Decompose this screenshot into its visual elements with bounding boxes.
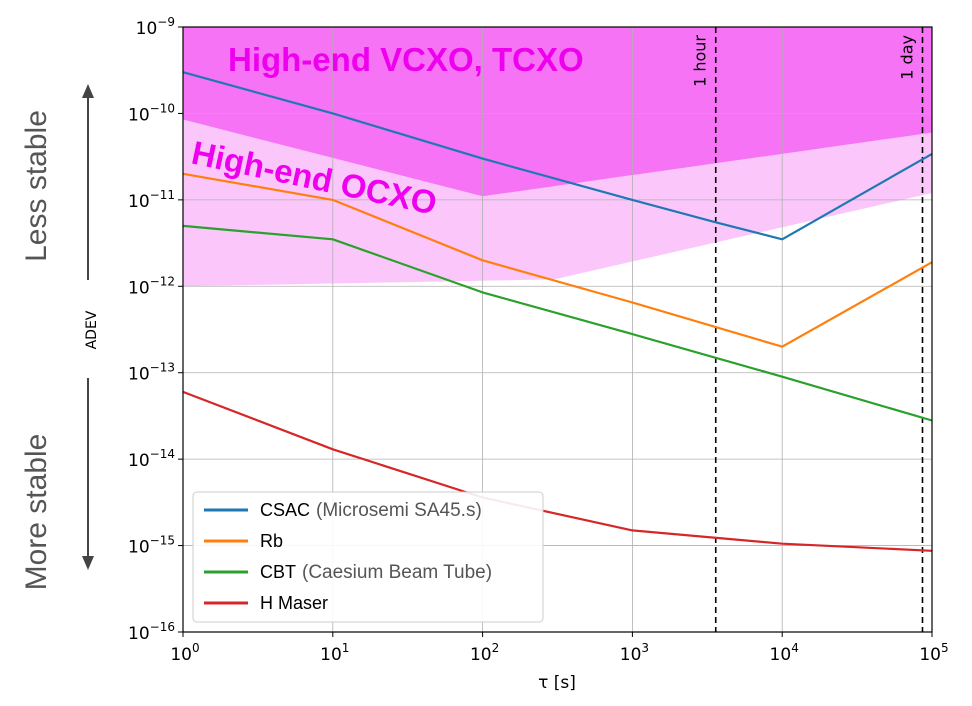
x-tick-label: 105: [919, 641, 948, 665]
less-stable-label: Less stable: [20, 110, 53, 262]
x-axis-label: τ [s]: [538, 673, 576, 693]
legend-entry: CSAC (Microsemi SA45.s): [260, 500, 482, 521]
legend-entry: H Maser: [260, 593, 328, 613]
series-lines: [182, 71, 933, 552]
x-tick-label: 100: [170, 641, 199, 665]
plot-frame: [182, 26, 933, 633]
x-tick-label: 104: [770, 641, 799, 665]
y-tick-label: 10−15: [128, 534, 175, 558]
vline-label: 1 day: [897, 35, 916, 80]
region-label-vcxo: High-end VCXO, TCXO: [228, 41, 584, 78]
y-tick-label: 10−16: [128, 620, 175, 644]
y-tick-label: 10−10: [128, 101, 175, 125]
stability-regions: [183, 27, 932, 287]
y-tick-label: 10−12: [128, 274, 175, 298]
series-line-csac: [182, 71, 933, 241]
legend-entry: Rb: [260, 531, 283, 551]
x-tick-label: 103: [620, 641, 649, 665]
x-tick-label: 101: [320, 641, 349, 665]
legend: CSAC (Microsemi SA45.s) Rb CBT (Caesium Beam…: [192, 491, 544, 623]
region-1: [183, 27, 932, 287]
legend-box: [192, 491, 544, 623]
up-arrow: [82, 84, 94, 280]
vline-label: 1 hour: [691, 35, 710, 87]
y-tick-label: 10−9: [136, 15, 175, 39]
x-tick-labels: 100 101 102 103 104 105: [170, 641, 948, 665]
y-tick-label: 10−14: [128, 447, 175, 471]
y-tick-label: 10−13: [128, 361, 175, 385]
x-tick-label: 102: [470, 641, 499, 665]
region-0: [183, 27, 932, 197]
y-tick-label: 10−11: [128, 188, 175, 212]
legend-entry: CBT (Caesium Beam Tube): [260, 562, 492, 583]
y-tick-labels: 10−16 10−15 10−14 10−13 10−12 10−11 10−10 10−9: [128, 15, 175, 644]
series-line-rb: [182, 172, 933, 348]
time-markers: 1 hour 1 day: [691, 27, 924, 632]
series-line-cbt: [182, 224, 933, 422]
series-line-h-maser: [182, 390, 933, 552]
y-axis-label: ADEV: [84, 310, 100, 349]
more-stable-label: More stable: [20, 434, 53, 591]
down-arrow: [82, 378, 94, 570]
